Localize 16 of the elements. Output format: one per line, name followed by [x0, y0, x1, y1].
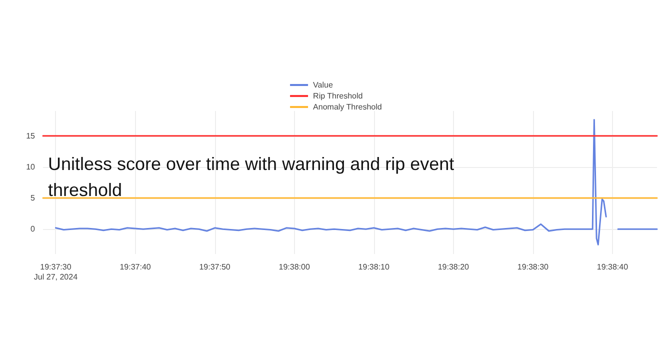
y-tick-label: 5: [30, 194, 36, 203]
legend-label: Value: [313, 80, 334, 90]
y-tick-label: 10: [26, 162, 36, 172]
x-tick-label: 19:37:40: [120, 262, 152, 272]
x-tick-label: 19:38:40: [596, 262, 629, 272]
y-tick-label: 0: [30, 224, 36, 234]
x-tick-label: 19:37:50: [199, 262, 231, 272]
legend-label: Rip Threshold: [313, 92, 363, 100]
x-tick-label: 19:38:00: [278, 262, 310, 272]
text: Unitless score over time with warning and rip event threshold: [48, 154, 460, 200]
x-tick-label: 19:38:30: [517, 262, 550, 272]
x-tick-label: 19:37:30 Jul 27, 2024: [34, 262, 78, 282]
y-tick-label: 15: [26, 131, 36, 140]
x-tick-label: 19:38:20: [438, 262, 470, 272]
legend-label: Anomaly Threshold: [313, 102, 382, 112]
x-tick-label: 19:38:10: [358, 262, 390, 272]
